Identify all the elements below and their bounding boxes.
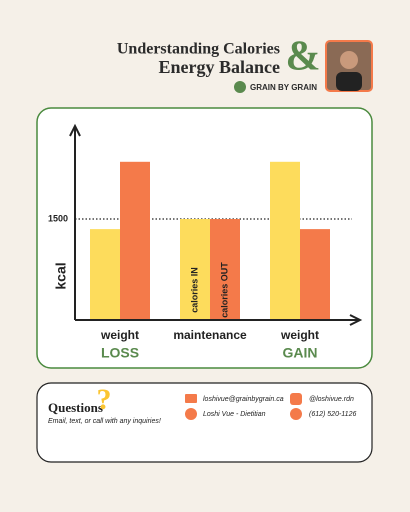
- bar: [90, 229, 120, 320]
- bar: [210, 219, 240, 320]
- bar: [300, 229, 330, 320]
- y-axis: [69, 123, 81, 320]
- x-tick-label: weight: [100, 328, 139, 342]
- bar: [180, 219, 210, 320]
- x-tick-tag: GAIN: [283, 345, 318, 361]
- facebook-icon: [185, 408, 197, 420]
- photo-body: [336, 72, 362, 91]
- title-line-1: Understanding Calories: [117, 41, 280, 58]
- photo-face: [340, 51, 358, 69]
- ampersand: &: [286, 34, 321, 80]
- brand-name: GRAIN BY GRAIN: [250, 83, 317, 92]
- bar: [270, 161, 300, 320]
- instagram: @loshivue.rdn: [309, 396, 354, 403]
- bar: [120, 161, 150, 320]
- phone-icon: [290, 408, 302, 420]
- title-line-2: Energy Balance: [159, 57, 281, 77]
- facebook: Loshi Vue - Dietitian: [203, 411, 266, 418]
- x-tick-label: maintenance: [173, 328, 247, 342]
- question-mark: ?: [97, 383, 112, 416]
- y-axis-label: kcal: [53, 262, 69, 289]
- brand-logo: [234, 81, 246, 93]
- instagram-icon: [290, 393, 302, 405]
- footer-subtext: Email, text, or call with any inquiries!: [48, 418, 161, 425]
- bar-label: calories IN: [189, 267, 199, 313]
- x-tick-tag: LOSS: [101, 345, 139, 361]
- footer-heading: Questions: [48, 400, 103, 415]
- phone: (612) 520-1126: [309, 411, 356, 418]
- x-tick-label: weight: [280, 328, 319, 342]
- x-axis: [75, 314, 363, 326]
- email: loshivue@grainbygrain.ca: [203, 396, 284, 403]
- email-icon: [185, 394, 197, 403]
- plot: 1500 weight LOSS calories IN calories OUT mai…: [48, 123, 363, 361]
- footer-card: [36, 382, 373, 463]
- y-tick-label: 1500: [48, 213, 68, 223]
- bar-label: calories OUT: [219, 262, 229, 318]
